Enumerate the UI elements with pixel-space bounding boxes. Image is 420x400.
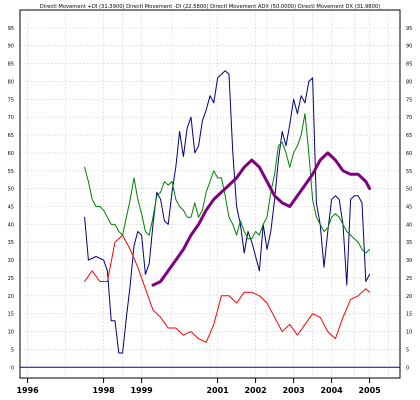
y-tick-label-right: 10 <box>406 330 412 336</box>
y-tick-label-left: 15 <box>8 312 14 318</box>
y-tick-label-left: 40 <box>8 222 14 228</box>
y-tick-label-left: 20 <box>8 294 14 300</box>
y-tick-label-left: 70 <box>8 115 14 121</box>
y-tick-label-right: 35 <box>406 240 412 246</box>
y-tick-label-left: 5 <box>11 347 14 353</box>
y-tick-label-left: 90 <box>8 44 14 50</box>
y-tick-label-right: 80 <box>406 79 412 85</box>
y-tick-label-right: 90 <box>406 44 412 50</box>
y-tick-label-right: 30 <box>406 258 412 264</box>
y-tick-label-right: 85 <box>406 62 412 68</box>
y-tick-label-right: 5 <box>406 347 409 353</box>
y-tick-label-left: 75 <box>8 97 14 103</box>
y-tick-label-right: 65 <box>406 133 412 139</box>
axis-layer <box>19 9 401 383</box>
y-tick-label-left: 85 <box>8 62 14 68</box>
x-tick-label: 2003 <box>282 386 304 395</box>
y-tick-label-left: 25 <box>8 276 14 282</box>
plot-frame <box>19 9 401 379</box>
y-tick-label-left: 50 <box>8 187 14 193</box>
y-tick-label-right: 0 <box>406 365 409 371</box>
y-tick-label-left: 95 <box>8 26 14 32</box>
y-tick-label-right: 20 <box>406 294 412 300</box>
y-tick-label-right: 25 <box>406 276 412 282</box>
y-tick-label-right: 95 <box>406 26 412 32</box>
y-tick-label-right: 60 <box>406 151 412 157</box>
x-tick-label: 2004 <box>320 386 343 395</box>
y-tick-label-right: 70 <box>406 115 412 121</box>
chart-title: Directl Movement +DI (31.3900) Directl M… <box>40 4 380 10</box>
x-tick-label: 1999 <box>130 386 153 395</box>
y-tick-label-left: 80 <box>8 79 14 85</box>
y-tick-label-right: 15 <box>406 312 412 318</box>
series-line-4 <box>151 151 372 287</box>
x-tick-label: 2001 <box>206 386 229 395</box>
y-tick-label-left: 0 <box>11 365 14 371</box>
series-line-1 <box>84 70 371 354</box>
y-tick-label-right: 40 <box>406 222 412 228</box>
grid-layer <box>20 10 400 378</box>
x-tick-label: 1996 <box>16 386 39 395</box>
y-tick-label-right: 75 <box>406 97 412 103</box>
y-tick-label-left: 30 <box>8 258 14 264</box>
x-tick-label: 2002 <box>244 386 266 395</box>
y-tick-label-left: 60 <box>8 151 14 157</box>
x-tick-label: 2005 <box>358 386 381 395</box>
series-line-2 <box>84 113 371 254</box>
y-tick-label-right: 45 <box>406 205 412 211</box>
y-tick-label-left: 55 <box>8 169 14 175</box>
series-layer <box>84 70 372 354</box>
y-tick-label-left: 45 <box>8 205 14 211</box>
y-tick-label-left: 65 <box>8 133 14 139</box>
y-tick-label-left: 35 <box>8 240 14 246</box>
y-tick-label-right: 50 <box>406 187 412 193</box>
y-tick-label-right: 55 <box>406 169 412 175</box>
series-line-3 <box>84 234 371 343</box>
x-tick-label: 1998 <box>92 386 115 395</box>
y-tick-label-left: 10 <box>8 330 14 336</box>
